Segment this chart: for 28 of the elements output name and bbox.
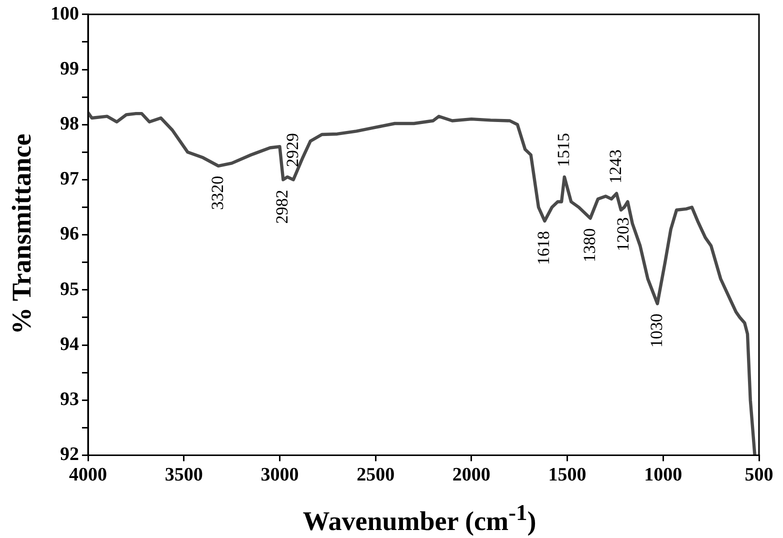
y-tick-label: 99 (60, 58, 79, 80)
y-tick-label: 100 (50, 3, 79, 24)
x-tick-label: 3500 (164, 464, 203, 486)
x-tick-label: 2000 (452, 464, 490, 486)
annotation: 1380 (580, 228, 599, 262)
x-tick-label: 1000 (644, 464, 682, 486)
annotation: 1030 (646, 314, 666, 348)
annotation: 1515 (554, 132, 573, 167)
x-tick-label: 1500 (548, 464, 586, 486)
y-axis-title: % Transmittance (6, 134, 38, 334)
x-tick-label: 2500 (356, 464, 395, 486)
x-tick-label: 3000 (260, 464, 299, 486)
x-tick-label: 4000 (69, 464, 107, 486)
y-tick-label: 93 (60, 389, 79, 410)
y-tick-label: 96 (60, 224, 79, 245)
annotation: 1203 (614, 217, 633, 252)
annotation: 1618 (534, 231, 554, 266)
y-tick-label: 98 (60, 114, 79, 135)
annotation: 3320 (208, 176, 227, 210)
annotation: 1243 (606, 149, 626, 184)
y-tick-label: 94 (60, 334, 80, 355)
x-tick-label: 500 (744, 464, 774, 486)
annotation: 2929 (282, 132, 302, 167)
annotation: 2982 (272, 190, 292, 224)
y-tick-label: 92 (60, 444, 79, 466)
y-tick-label: 97 (60, 168, 80, 190)
x-axis-title: Wavenumber (cm$^{-1}$) (302, 500, 538, 537)
y-tick-label: 95 (60, 278, 79, 300)
